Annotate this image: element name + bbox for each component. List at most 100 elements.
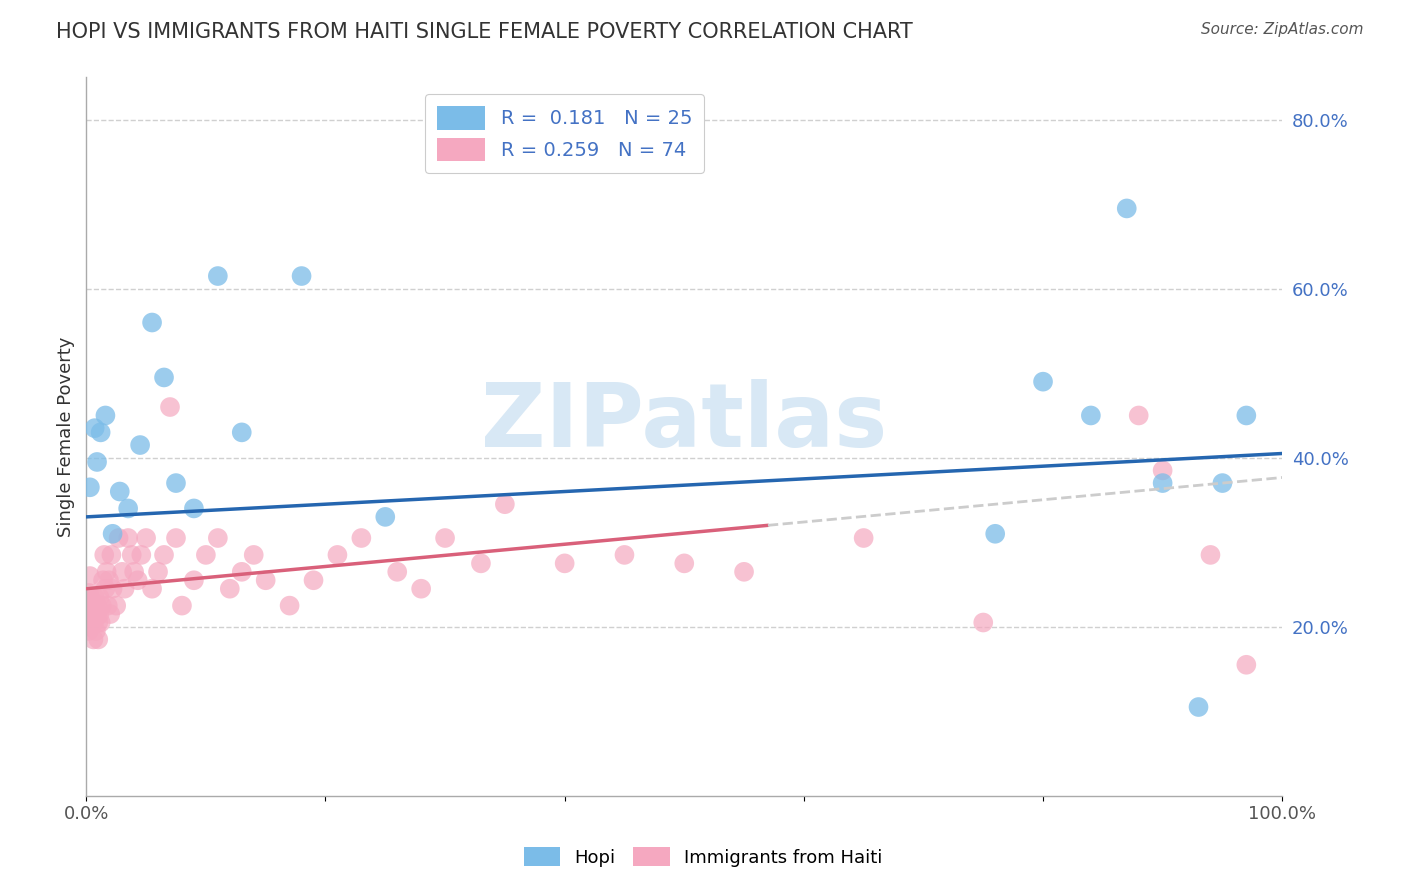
Point bbox=[434, 531, 457, 545]
Point bbox=[76, 603, 98, 617]
Point bbox=[326, 548, 349, 562]
Point bbox=[89, 590, 111, 604]
Point bbox=[90, 615, 112, 630]
Point bbox=[1128, 409, 1150, 423]
Point bbox=[84, 624, 107, 638]
Point bbox=[411, 582, 433, 596]
Point bbox=[1211, 476, 1233, 491]
Point bbox=[83, 421, 105, 435]
Point bbox=[117, 531, 139, 545]
Point bbox=[1032, 375, 1054, 389]
Point bbox=[733, 565, 755, 579]
Point bbox=[852, 531, 875, 545]
Point bbox=[79, 590, 101, 604]
Point bbox=[127, 574, 149, 588]
Point bbox=[82, 615, 104, 630]
Point bbox=[231, 425, 253, 440]
Point bbox=[83, 599, 105, 613]
Point bbox=[89, 607, 111, 621]
Point bbox=[94, 582, 117, 596]
Point bbox=[122, 565, 145, 579]
Point bbox=[218, 582, 240, 596]
Text: HOPI VS IMMIGRANTS FROM HAITI SINGLE FEMALE POVERTY CORRELATION CHART: HOPI VS IMMIGRANTS FROM HAITI SINGLE FEM… bbox=[56, 22, 912, 42]
Point bbox=[79, 569, 101, 583]
Point bbox=[117, 501, 139, 516]
Point bbox=[131, 548, 153, 562]
Point bbox=[86, 599, 108, 613]
Point bbox=[170, 599, 193, 613]
Point bbox=[121, 548, 143, 562]
Point bbox=[278, 599, 301, 613]
Point bbox=[1234, 657, 1257, 672]
Point bbox=[153, 370, 176, 384]
Point bbox=[107, 531, 129, 545]
Point bbox=[108, 484, 131, 499]
Point bbox=[554, 557, 576, 571]
Point bbox=[94, 409, 117, 423]
Point bbox=[1115, 202, 1137, 216]
Point bbox=[984, 526, 1007, 541]
Point bbox=[165, 476, 187, 491]
Point bbox=[374, 509, 396, 524]
Point bbox=[207, 531, 229, 545]
Point bbox=[302, 574, 325, 588]
Point bbox=[350, 531, 373, 545]
Point bbox=[101, 526, 124, 541]
Point bbox=[86, 607, 108, 621]
Point bbox=[1187, 700, 1209, 714]
Point bbox=[135, 531, 157, 545]
Point bbox=[90, 599, 112, 613]
Point bbox=[165, 531, 187, 545]
Legend: Hopi, Immigrants from Haiti: Hopi, Immigrants from Haiti bbox=[516, 840, 890, 874]
Point bbox=[77, 624, 100, 638]
Point bbox=[84, 611, 107, 625]
Point bbox=[114, 582, 136, 596]
Point bbox=[1080, 409, 1102, 423]
Point bbox=[1152, 463, 1174, 477]
Point bbox=[96, 565, 118, 579]
Point bbox=[183, 501, 205, 516]
Point bbox=[231, 565, 253, 579]
Point bbox=[613, 548, 636, 562]
Text: ZIPatlas: ZIPatlas bbox=[481, 379, 887, 466]
Point bbox=[470, 557, 492, 571]
Y-axis label: Single Female Poverty: Single Female Poverty bbox=[58, 336, 75, 537]
Point bbox=[87, 615, 110, 630]
Point bbox=[1234, 409, 1257, 423]
Point bbox=[387, 565, 409, 579]
Point bbox=[91, 574, 114, 588]
Point bbox=[93, 548, 115, 562]
Point bbox=[90, 425, 112, 440]
Point bbox=[153, 548, 176, 562]
Text: Source: ZipAtlas.com: Source: ZipAtlas.com bbox=[1201, 22, 1364, 37]
Point bbox=[105, 599, 128, 613]
Point bbox=[98, 574, 121, 588]
Point bbox=[1152, 476, 1174, 491]
Point bbox=[86, 455, 108, 469]
Point bbox=[111, 565, 134, 579]
Point bbox=[183, 574, 205, 588]
Point bbox=[98, 607, 121, 621]
Point bbox=[77, 586, 100, 600]
Point bbox=[494, 497, 516, 511]
Point bbox=[194, 548, 217, 562]
Point bbox=[87, 632, 110, 647]
Point bbox=[242, 548, 264, 562]
Point bbox=[254, 574, 277, 588]
Point bbox=[101, 582, 124, 596]
Point bbox=[146, 565, 169, 579]
Point bbox=[141, 316, 163, 330]
Point bbox=[972, 615, 994, 630]
Point bbox=[129, 438, 152, 452]
Point bbox=[79, 480, 101, 494]
Point bbox=[97, 599, 120, 613]
Point bbox=[207, 268, 229, 283]
Point bbox=[1199, 548, 1222, 562]
Point bbox=[159, 400, 181, 414]
Point bbox=[290, 268, 312, 283]
Point bbox=[141, 582, 163, 596]
Point bbox=[80, 620, 103, 634]
Point bbox=[82, 594, 104, 608]
Point bbox=[82, 632, 104, 647]
Point bbox=[100, 548, 122, 562]
